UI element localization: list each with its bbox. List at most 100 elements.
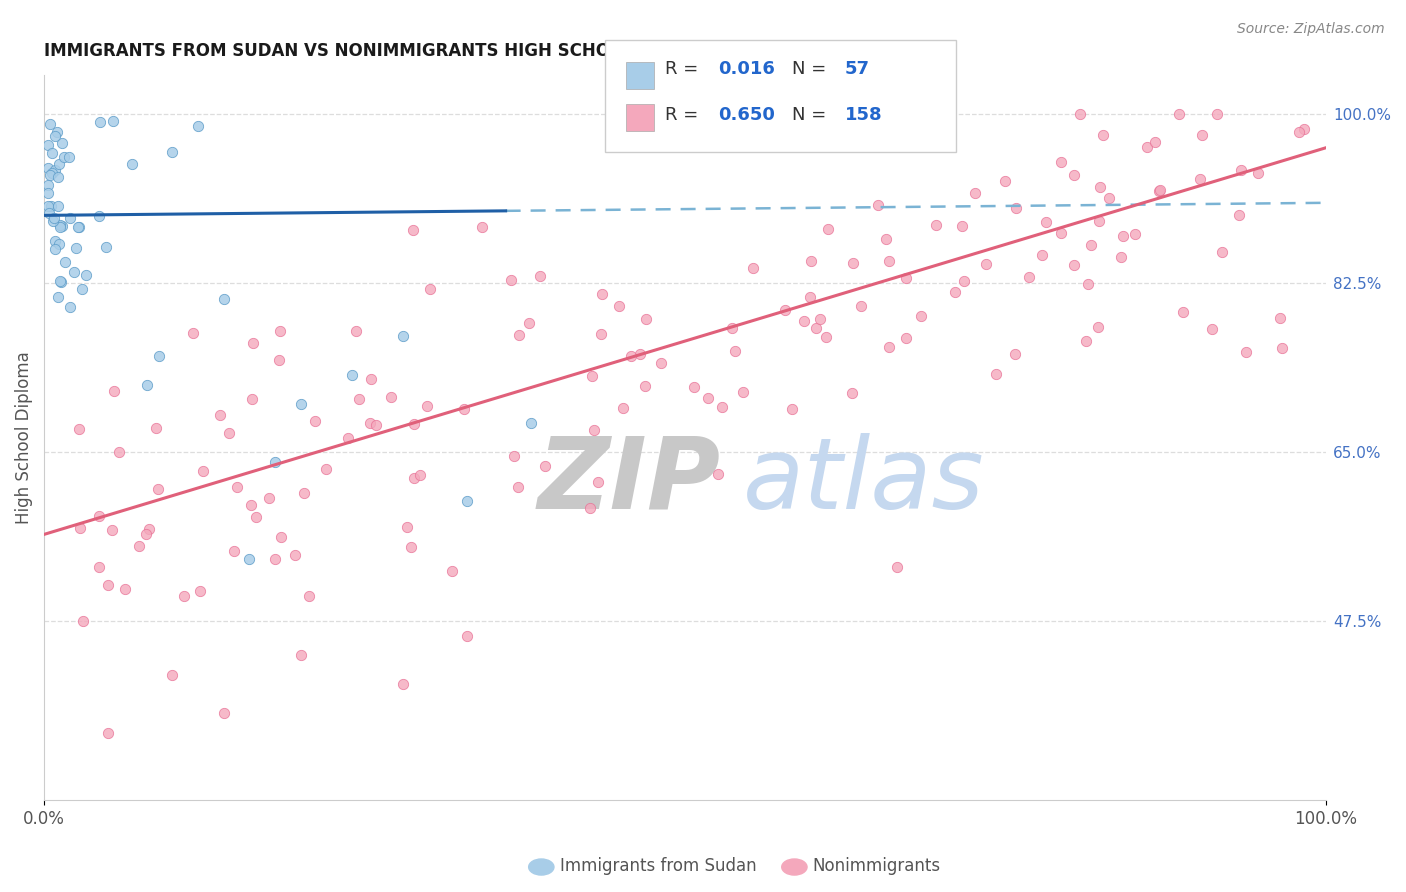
Point xyxy=(396,520,419,534)
Point xyxy=(965,186,987,201)
Point xyxy=(148,482,170,496)
Point xyxy=(59,300,82,314)
Point xyxy=(347,392,370,406)
Point xyxy=(162,667,184,681)
Text: R =: R = xyxy=(665,60,699,78)
Point xyxy=(1211,244,1233,259)
Point xyxy=(804,321,827,335)
Text: 158: 158 xyxy=(845,106,883,124)
Point xyxy=(416,399,439,413)
Point xyxy=(37,178,59,192)
Point xyxy=(42,213,65,227)
Point xyxy=(340,368,363,382)
Point xyxy=(208,408,231,422)
Point xyxy=(65,240,87,254)
Point xyxy=(456,493,478,508)
Point xyxy=(392,677,415,691)
Text: atlas: atlas xyxy=(742,433,984,530)
Point xyxy=(108,445,131,459)
Point xyxy=(162,145,184,160)
Point xyxy=(392,329,415,343)
Point xyxy=(218,425,240,440)
Point xyxy=(212,293,235,307)
Point xyxy=(121,157,143,171)
Point xyxy=(62,265,84,279)
Point xyxy=(44,211,66,226)
Point xyxy=(1074,334,1097,348)
Point xyxy=(994,174,1017,188)
Point xyxy=(1088,214,1111,228)
Point xyxy=(953,274,976,288)
Point xyxy=(103,384,125,398)
Point xyxy=(1189,171,1212,186)
Point xyxy=(1004,347,1026,361)
Point xyxy=(800,254,823,268)
Point xyxy=(591,286,613,301)
Point xyxy=(508,480,530,494)
Point xyxy=(724,344,747,359)
Point xyxy=(270,530,292,544)
Point xyxy=(38,206,60,220)
Point xyxy=(471,219,494,234)
Point xyxy=(682,380,704,394)
Point xyxy=(53,254,76,268)
Point xyxy=(41,199,63,213)
Point xyxy=(706,467,728,482)
Point xyxy=(245,510,267,524)
Point xyxy=(1049,154,1071,169)
Point xyxy=(868,198,890,212)
Point xyxy=(46,125,69,139)
Point xyxy=(1087,319,1109,334)
Point xyxy=(360,372,382,386)
Point xyxy=(292,486,315,500)
Point xyxy=(984,367,1007,381)
Point xyxy=(67,422,90,436)
Point xyxy=(1063,168,1085,182)
Point xyxy=(257,491,280,506)
Point xyxy=(1088,179,1111,194)
Point xyxy=(943,285,966,299)
Point xyxy=(145,421,167,435)
Text: R =: R = xyxy=(665,106,699,124)
Point xyxy=(49,219,72,234)
Point xyxy=(67,220,90,235)
Point xyxy=(263,455,285,469)
Point xyxy=(267,352,290,367)
Point xyxy=(1230,163,1253,178)
Text: 0.650: 0.650 xyxy=(718,106,775,124)
Point xyxy=(41,166,63,180)
Point xyxy=(1292,122,1315,136)
Point xyxy=(742,260,765,275)
Point xyxy=(1143,135,1166,149)
Point xyxy=(773,302,796,317)
Y-axis label: High School Diploma: High School Diploma xyxy=(15,351,32,524)
Point xyxy=(97,725,120,739)
Point xyxy=(808,312,831,326)
Point xyxy=(89,209,111,223)
Point xyxy=(925,218,948,232)
Point xyxy=(502,449,524,463)
Point xyxy=(517,316,540,330)
Point xyxy=(589,327,612,342)
Point xyxy=(238,551,260,566)
Point xyxy=(1069,107,1091,121)
Point xyxy=(103,113,125,128)
Point xyxy=(1271,341,1294,355)
Point xyxy=(48,157,70,171)
Point xyxy=(239,498,262,512)
Point xyxy=(534,458,557,473)
Point xyxy=(37,199,59,213)
Point xyxy=(1049,226,1071,240)
Point xyxy=(910,310,932,324)
Point xyxy=(780,402,803,417)
Point xyxy=(441,565,464,579)
Point xyxy=(135,527,157,541)
Point xyxy=(1247,166,1270,180)
Point xyxy=(851,299,873,313)
Point xyxy=(58,150,80,164)
Point xyxy=(51,136,73,151)
Point xyxy=(1288,125,1310,139)
Point xyxy=(1136,139,1159,153)
Point xyxy=(582,424,605,438)
Text: IMMIGRANTS FROM SUDAN VS NONIMMIGRANTS HIGH SCHOOL DIPLOMA CORRELATION CHART: IMMIGRANTS FROM SUDAN VS NONIMMIGRANTS H… xyxy=(44,42,932,60)
